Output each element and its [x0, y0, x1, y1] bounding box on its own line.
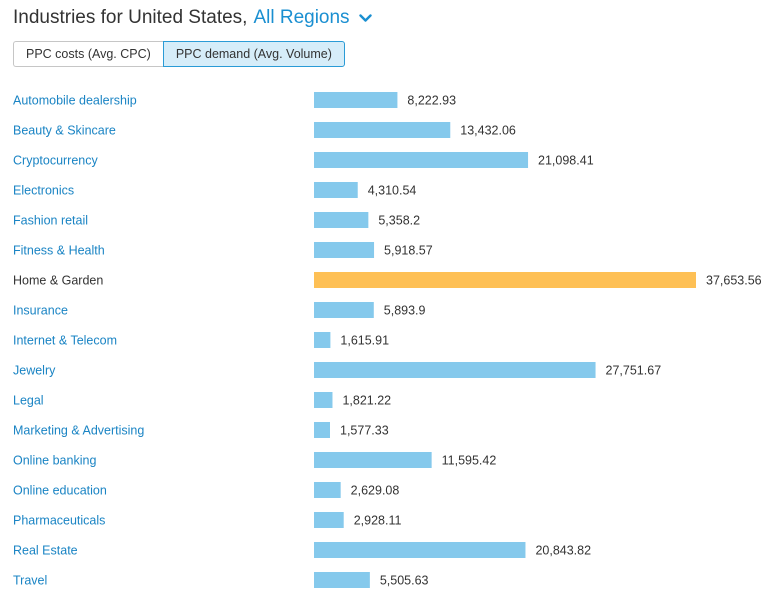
value-label: 21,098.41: [538, 154, 594, 168]
category-label[interactable]: Electronics: [13, 184, 74, 198]
value-label: 27,751.67: [606, 364, 662, 378]
chevron-down-icon[interactable]: [358, 13, 372, 23]
bar: [314, 242, 375, 258]
bar: [314, 512, 344, 528]
bar: [314, 572, 370, 588]
bar: [314, 92, 398, 108]
bar: [314, 392, 333, 408]
value-label: 5,893.9: [384, 304, 426, 318]
value-label: 20,843.82: [535, 544, 591, 558]
bar: [314, 422, 331, 438]
bar: [314, 362, 596, 378]
region-selector-link[interactable]: All Regions: [253, 7, 350, 28]
category-label[interactable]: Cryptocurrency: [13, 154, 98, 168]
bar: [314, 272, 696, 288]
category-label[interactable]: Beauty & Skincare: [13, 124, 116, 138]
value-label: 1,615.91: [340, 334, 389, 348]
value-label: 2,629.08: [351, 484, 400, 498]
bar: [314, 542, 526, 558]
bar: [314, 302, 374, 318]
category-label[interactable]: Travel: [13, 574, 47, 588]
page-title: Industries for United States, All Region…: [13, 5, 372, 31]
category-label[interactable]: Legal: [13, 394, 44, 408]
value-label: 2,928.11: [354, 514, 402, 528]
bar: [314, 452, 432, 468]
category-label: Home & Garden: [13, 274, 103, 288]
category-label[interactable]: Online banking: [13, 454, 96, 468]
category-label[interactable]: Fashion retail: [13, 214, 88, 228]
bar: [314, 122, 451, 138]
value-label: 11,595.42: [442, 454, 497, 468]
value-label: 5,358.2: [378, 214, 420, 228]
value-label: 13,432.06: [460, 124, 516, 138]
value-label: 5,918.57: [384, 244, 433, 258]
value-label: 37,653.56: [706, 274, 762, 288]
ppc-costs-button[interactable]: PPC costs (Avg. CPC): [13, 41, 163, 67]
bar: [314, 152, 529, 168]
value-label: 1,821.22: [342, 394, 391, 408]
category-label[interactable]: Marketing & Advertising: [13, 424, 144, 438]
value-label: 8,222.93: [407, 94, 456, 108]
value-label: 5,505.63: [380, 574, 429, 588]
category-label[interactable]: Real Estate: [13, 544, 78, 558]
category-label[interactable]: Insurance: [13, 304, 68, 318]
bar: [314, 182, 358, 198]
category-label[interactable]: Pharmaceuticals: [13, 514, 105, 528]
value-label: 1,577.33: [340, 424, 389, 438]
category-label[interactable]: Internet & Telecom: [13, 334, 117, 348]
title-prefix: Industries for United States,: [13, 7, 248, 28]
value-label: 4,310.54: [368, 184, 417, 198]
bar: [314, 332, 331, 348]
bar: [314, 212, 369, 228]
category-label[interactable]: Fitness & Health: [13, 244, 105, 258]
ppc-demand-button[interactable]: PPC demand (Avg. Volume): [162, 41, 345, 67]
category-label[interactable]: Automobile dealership: [13, 94, 137, 108]
bar: [314, 482, 341, 498]
category-label[interactable]: Jewelry: [13, 364, 56, 378]
metric-toggle: PPC costs (Avg. CPC) PPC demand (Avg. Vo…: [13, 41, 345, 67]
category-label[interactable]: Online education: [13, 484, 107, 498]
